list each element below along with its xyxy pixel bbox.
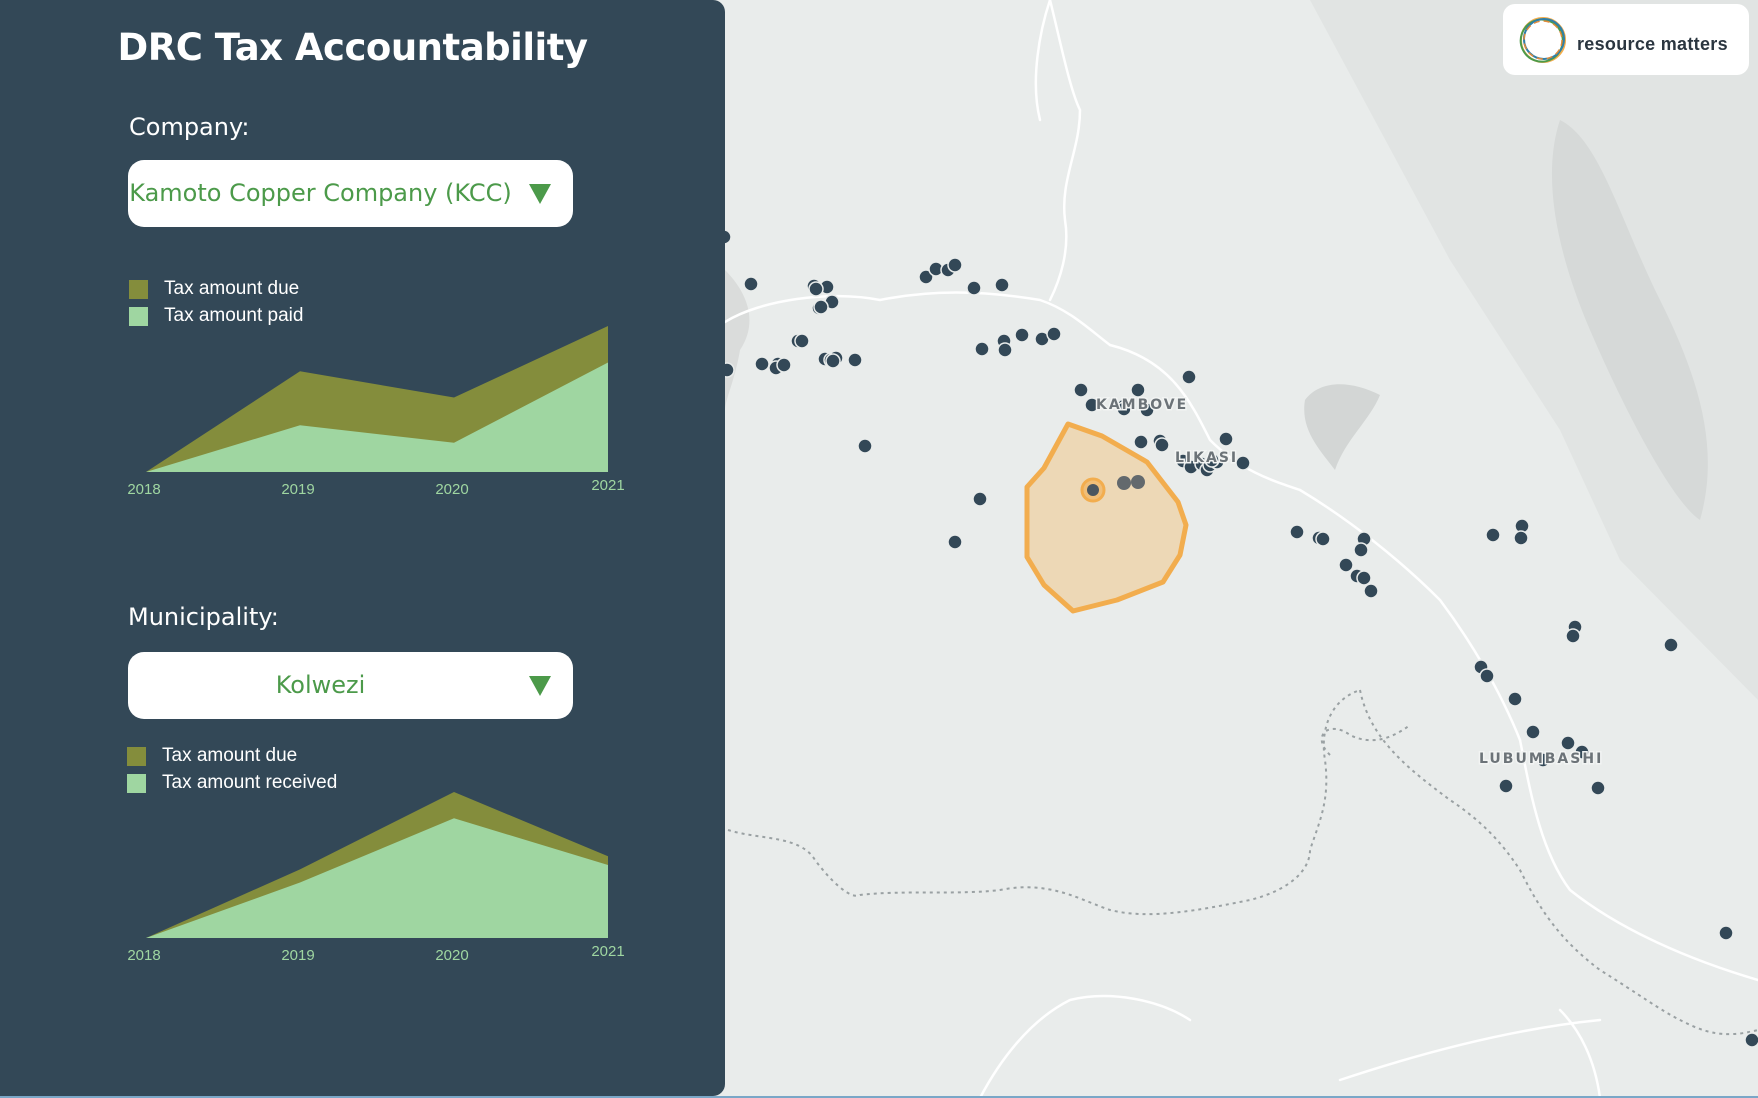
lake-shape — [1551, 120, 1708, 520]
company-legend-due: Tax amount due — [129, 278, 299, 300]
municipality-tax-chart: 2018 2019 2020 2021 — [127, 792, 625, 964]
x-tick-label: 2020 — [435, 481, 468, 498]
x-tick-label: 2018 — [127, 947, 160, 964]
border-line — [727, 689, 1758, 1036]
x-tick-label: 2020 — [435, 947, 468, 964]
company-legend-paid: Tax amount paid — [129, 305, 303, 327]
map-label-lubumbashi: LUBUMBASHI — [1479, 751, 1603, 767]
map-region-shading — [1310, 0, 1758, 700]
chevron-down-icon — [529, 676, 551, 696]
legend-swatch-due — [127, 746, 146, 766]
selected-mine-markers[interactable] — [1080, 475, 1145, 503]
page-title: DRC Tax Accountability — [117, 26, 588, 69]
lake-shape — [1304, 384, 1380, 470]
logo-text: resource matters — [1577, 34, 1728, 54]
x-tick-label: 2021 — [591, 477, 624, 494]
company-select-value: Kamoto Copper Company (KCC) — [129, 179, 512, 207]
company-tax-chart: 2018 2019 2020 2021 — [127, 326, 625, 498]
x-tick-label: 2019 — [281, 481, 314, 498]
road-network — [723, 0, 1758, 1098]
company-select[interactable]: Kamoto Copper Company (KCC) — [128, 160, 573, 227]
map-label-likasi: LIKASI — [1175, 450, 1238, 466]
x-tick-label: 2019 — [281, 947, 314, 964]
legend-label: Tax amount paid — [164, 305, 304, 326]
resource-matters-ring-logo-icon — [1519, 17, 1566, 63]
legend-label: Tax amount received — [162, 772, 338, 793]
resource-matters-logo[interactable]: resource matters — [1503, 4, 1749, 75]
municipality-select[interactable]: Kolwezi — [128, 652, 573, 719]
municipality-label: Municipality: — [128, 603, 279, 631]
chevron-down-icon — [529, 184, 551, 204]
legend-swatch-due — [129, 279, 148, 299]
map-label-kambove: KAMBOVE — [1096, 397, 1188, 413]
area-series-tax-amount-received — [146, 818, 608, 938]
legend-label: Tax amount due — [164, 278, 300, 299]
legend-swatch-paid — [129, 306, 148, 326]
x-tick-label: 2018 — [127, 481, 160, 498]
municipality-legend-received: Tax amount received — [127, 772, 337, 794]
sidebar-panel: DRC Tax Accountability Company: Kamoto C… — [0, 0, 725, 1096]
company-label: Company: — [129, 113, 250, 141]
municipality-select-value: Kolwezi — [275, 671, 366, 699]
legend-swatch-received — [127, 773, 146, 793]
bottom-divider — [0, 1096, 1758, 1098]
municipality-legend-due: Tax amount due — [127, 745, 297, 767]
company-concession-polygon[interactable] — [1024, 421, 1189, 614]
legend-label: Tax amount due — [162, 745, 298, 766]
x-tick-label: 2021 — [591, 943, 624, 960]
area-series-tax-amount-paid — [146, 362, 608, 472]
